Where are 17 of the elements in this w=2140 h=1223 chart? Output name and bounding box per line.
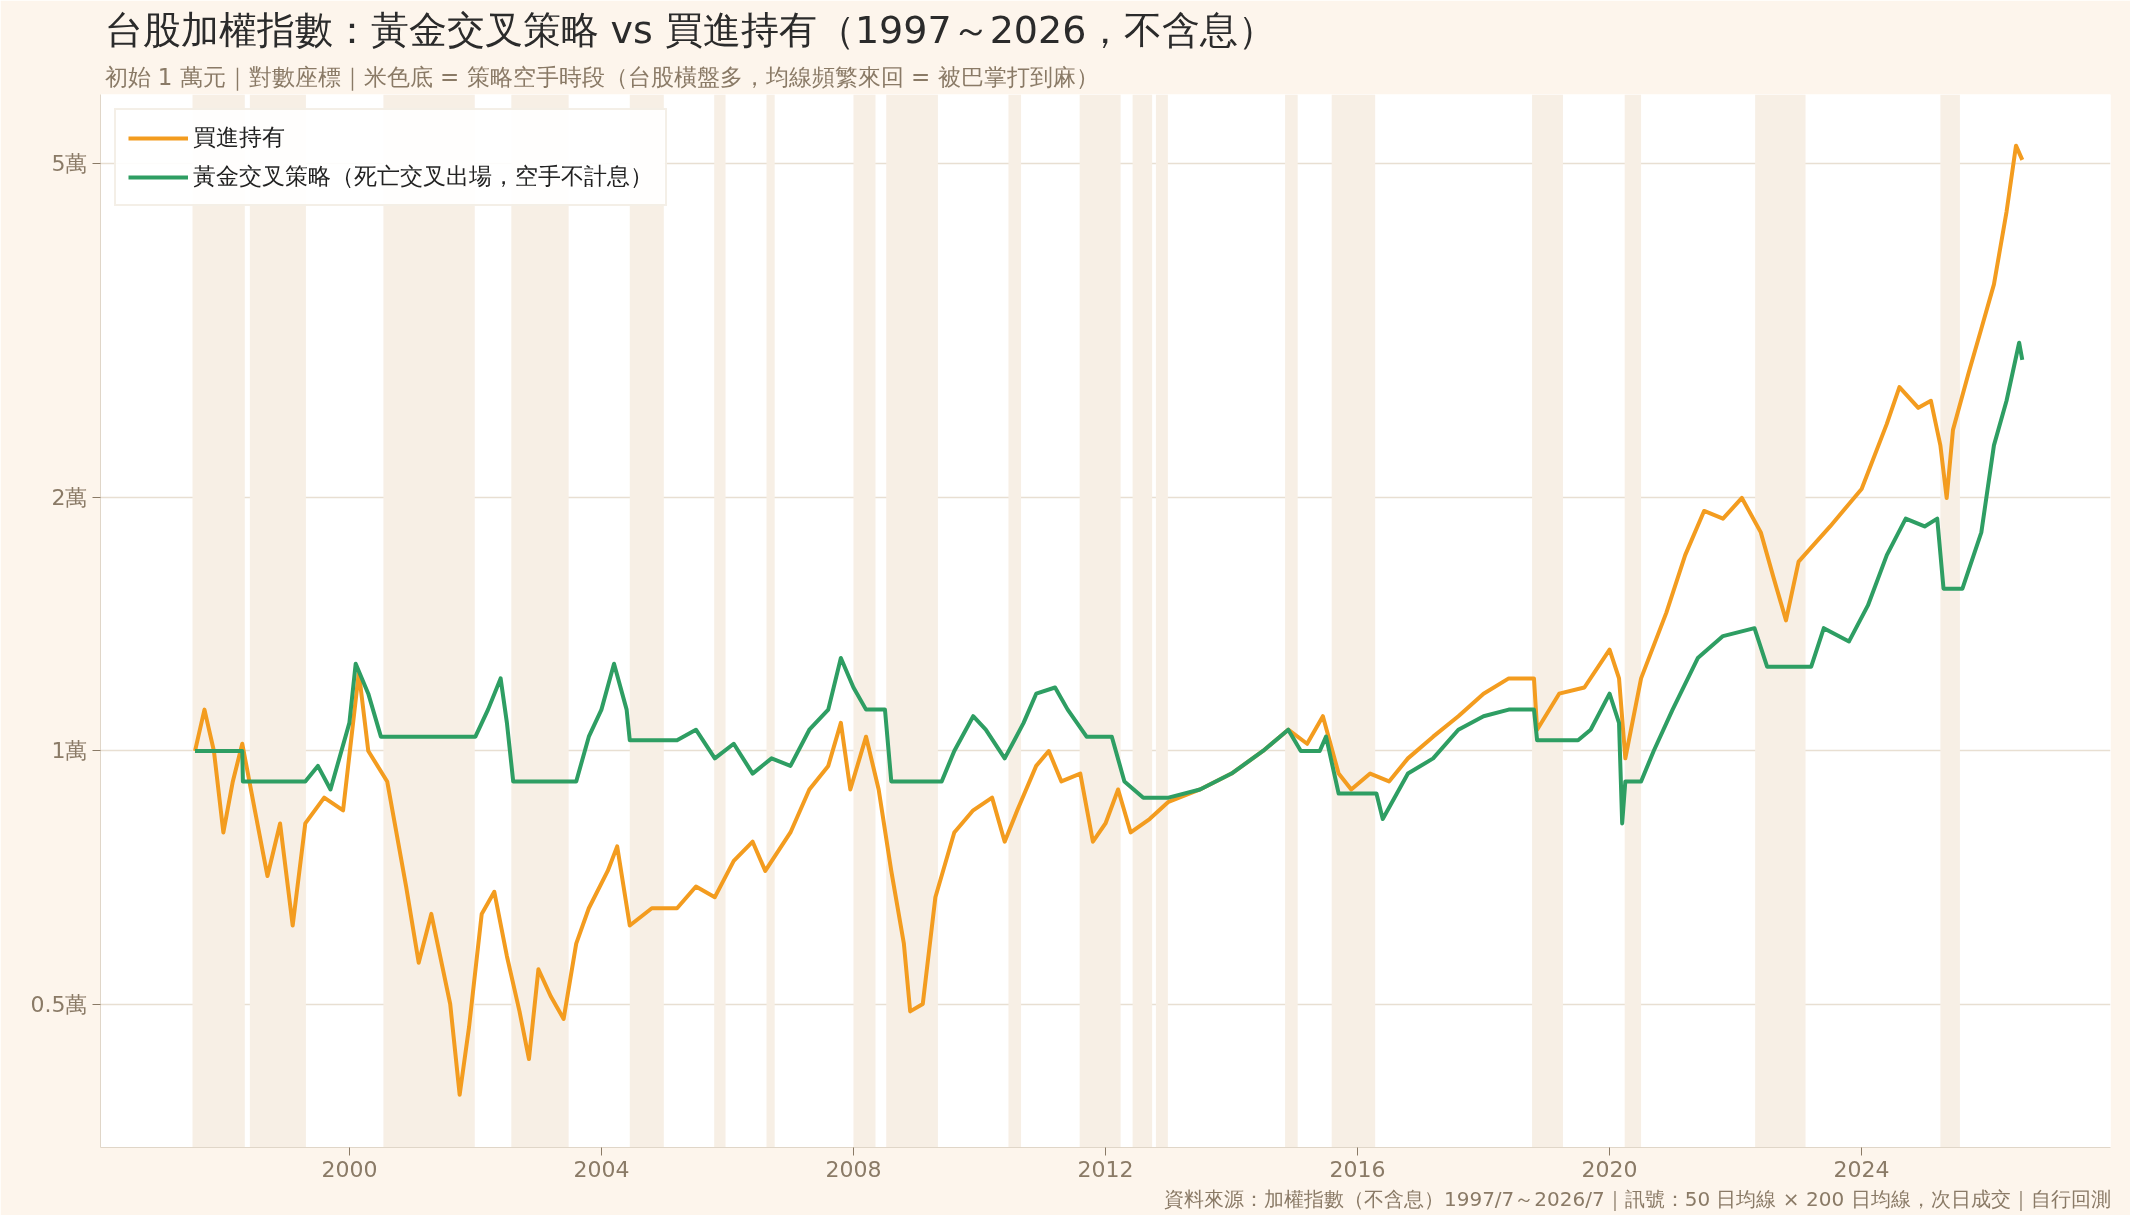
legend-label: 買進持有 — [193, 123, 285, 152]
x-tick-label: 2020 — [1581, 1156, 1638, 1182]
x-tick-label: 2000 — [321, 1156, 378, 1182]
x-tick-label: 2024 — [1833, 1156, 1890, 1182]
x-tick-label: 2012 — [1077, 1156, 1134, 1182]
source-note: 資料來源：加權指數（不含息）1997/7～2026/7｜訊號：50 日均線 × 200 日均線，次日成交｜自行回測 — [1163, 1186, 2111, 1211]
line-series — [193, 340, 2025, 826]
x-tick-label: 2016 — [1329, 1156, 1386, 1182]
y-tick-label: 0.5萬 — [30, 991, 88, 1017]
chart-title: 台股加權指數：黃金交叉策略 vs 買進持有（1997～2026，不含息） — [104, 7, 1277, 52]
y-tick-label: 5萬 — [51, 150, 88, 176]
x-tick-label: 2008 — [825, 1156, 882, 1182]
y-tick-label: 1萬 — [51, 738, 88, 764]
chart-subtitle: 初始 1 萬元｜對數座標｜米色底 = 策略空手時段（台股橫盤多，均線頻繁來回 = 被巴掌打到麻） — [104, 63, 1099, 91]
x-tick-label: 2004 — [573, 1156, 630, 1182]
legend-label: 黃金交叉策略（死亡交叉出場，空手不計息） — [193, 162, 653, 191]
y-tick-label: 2萬 — [51, 485, 88, 511]
